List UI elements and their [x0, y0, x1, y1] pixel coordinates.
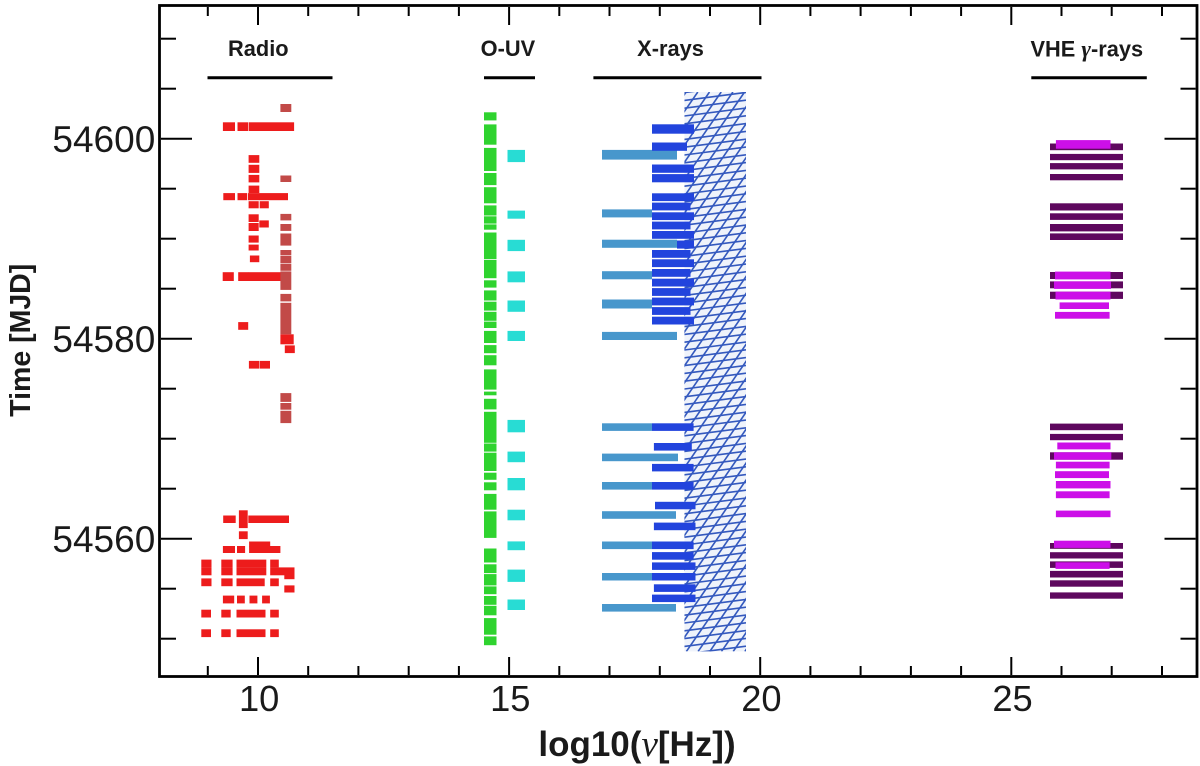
svg-text:54560: 54560 — [52, 519, 155, 560]
svg-text:VHE γ-rays: VHE γ-rays — [1031, 37, 1144, 62]
svg-text:Time [MJD]: Time [MJD] — [5, 264, 37, 417]
svg-text:54600: 54600 — [52, 119, 155, 160]
svg-text:O-UV: O-UV — [481, 36, 536, 61]
svg-text:log10(ν[Hz]): log10(ν[Hz]) — [538, 724, 735, 765]
svg-text:X-rays: X-rays — [637, 36, 704, 61]
svg-text:15: 15 — [490, 678, 530, 719]
svg-text:20: 20 — [741, 678, 781, 719]
svg-text:54580: 54580 — [52, 319, 155, 360]
svg-text:25: 25 — [992, 678, 1032, 719]
svg-text:10: 10 — [239, 678, 279, 719]
svg-text:Radio: Radio — [228, 36, 289, 61]
